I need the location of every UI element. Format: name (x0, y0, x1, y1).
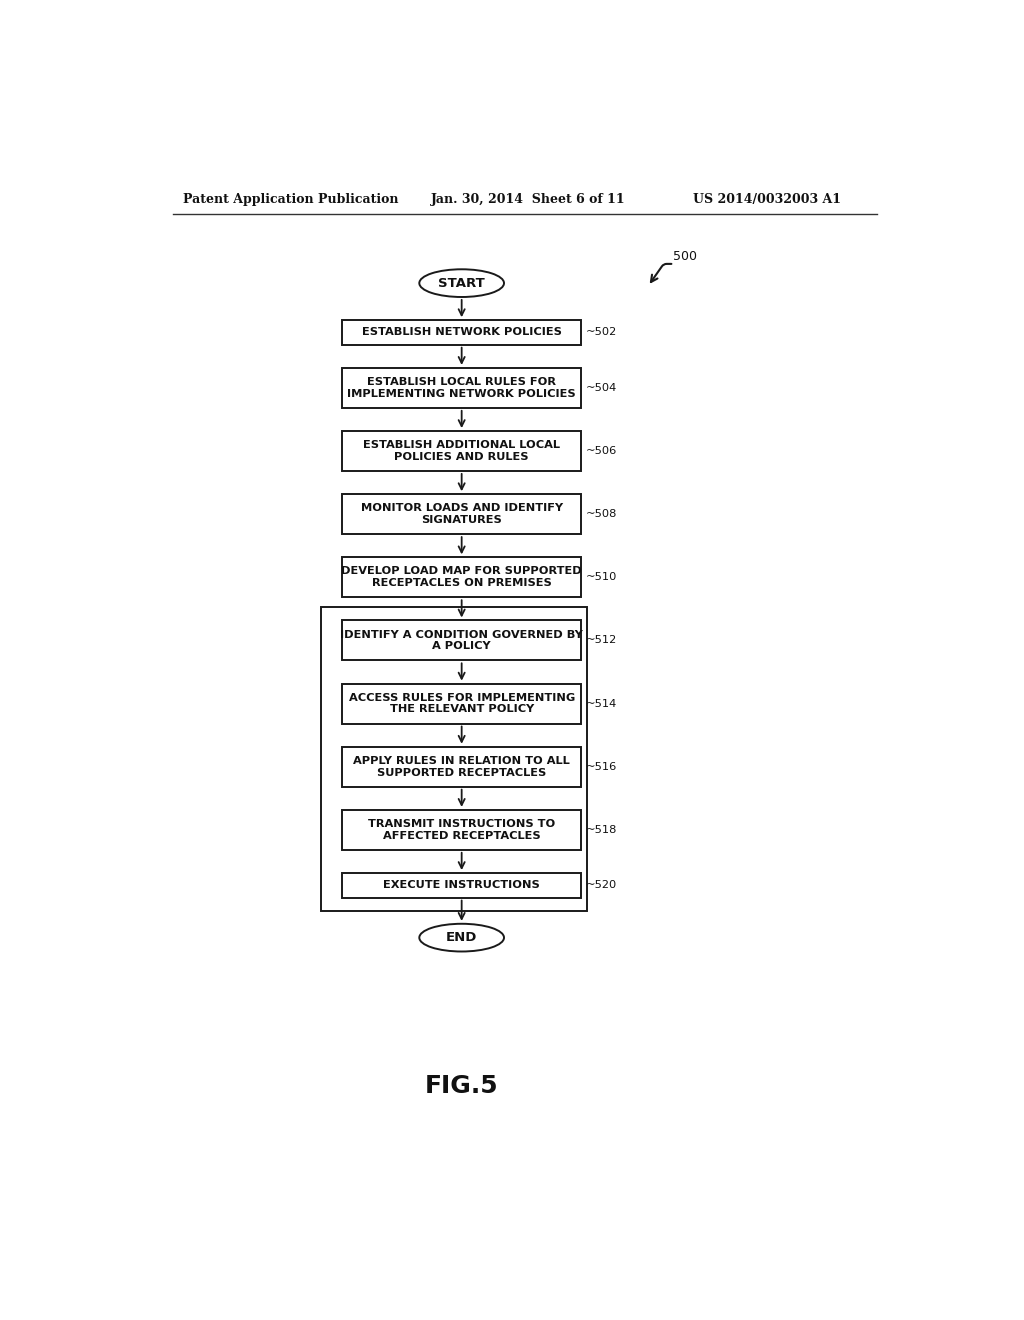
Text: Patent Application Publication: Patent Application Publication (183, 193, 398, 206)
Bar (342, 747, 581, 787)
Text: END: END (446, 931, 477, 944)
Text: ~518: ~518 (586, 825, 617, 834)
Text: ESTABLISH NETWORK POLICIES: ESTABLISH NETWORK POLICIES (361, 327, 561, 338)
Text: ~512: ~512 (586, 635, 616, 645)
Text: 500: 500 (674, 249, 697, 263)
Text: ACCESS RULES FOR IMPLEMENTING
THE RELEVANT POLICY: ACCESS RULES FOR IMPLEMENTING THE RELEVA… (348, 693, 574, 714)
Ellipse shape (419, 269, 504, 297)
Text: ~514: ~514 (586, 698, 616, 709)
Text: ~504: ~504 (586, 383, 616, 393)
Bar (342, 321, 581, 345)
Text: ~508: ~508 (586, 510, 617, 519)
Text: ~516: ~516 (586, 762, 616, 772)
Bar (342, 810, 581, 850)
Bar (342, 494, 581, 535)
Text: FIG.5: FIG.5 (425, 1074, 499, 1098)
Bar (342, 557, 581, 598)
Text: DEVELOP LOAD MAP FOR SUPPORTED
RECEPTACLES ON PREMISES: DEVELOP LOAD MAP FOR SUPPORTED RECEPTACL… (341, 566, 582, 589)
Text: MONITOR LOADS AND IDENTIFY
SIGNATURES: MONITOR LOADS AND IDENTIFY SIGNATURES (360, 503, 563, 525)
Ellipse shape (419, 924, 504, 952)
Text: TRANSMIT INSTRUCTIONS TO
AFFECTED RECEPTACLES: TRANSMIT INSTRUCTIONS TO AFFECTED RECEPT… (368, 818, 555, 841)
Bar (342, 432, 581, 471)
Text: IDENTIFY A CONDITION GOVERNED BY
A POLICY: IDENTIFY A CONDITION GOVERNED BY A POLIC… (340, 630, 583, 651)
Text: ~520: ~520 (586, 880, 616, 890)
Text: Jan. 30, 2014  Sheet 6 of 11: Jan. 30, 2014 Sheet 6 of 11 (431, 193, 626, 206)
Text: ESTABLISH LOCAL RULES FOR
IMPLEMENTING NETWORK POLICIES: ESTABLISH LOCAL RULES FOR IMPLEMENTING N… (347, 378, 575, 399)
Text: ~502: ~502 (586, 327, 616, 338)
Bar (342, 620, 581, 660)
Bar (342, 368, 581, 408)
Text: US 2014/0032003 A1: US 2014/0032003 A1 (692, 193, 841, 206)
Bar (342, 873, 581, 898)
Text: START: START (438, 277, 485, 289)
Text: ESTABLISH ADDITIONAL LOCAL
POLICIES AND RULES: ESTABLISH ADDITIONAL LOCAL POLICIES AND … (364, 440, 560, 462)
Bar (342, 684, 581, 723)
Text: ~506: ~506 (586, 446, 616, 455)
Text: APPLY RULES IN RELATION TO ALL
SUPPORTED RECEPTACLES: APPLY RULES IN RELATION TO ALL SUPPORTED… (353, 756, 570, 777)
Bar (321, 607, 587, 911)
Text: ~510: ~510 (586, 573, 617, 582)
Text: EXECUTE INSTRUCTIONS: EXECUTE INSTRUCTIONS (383, 880, 540, 890)
